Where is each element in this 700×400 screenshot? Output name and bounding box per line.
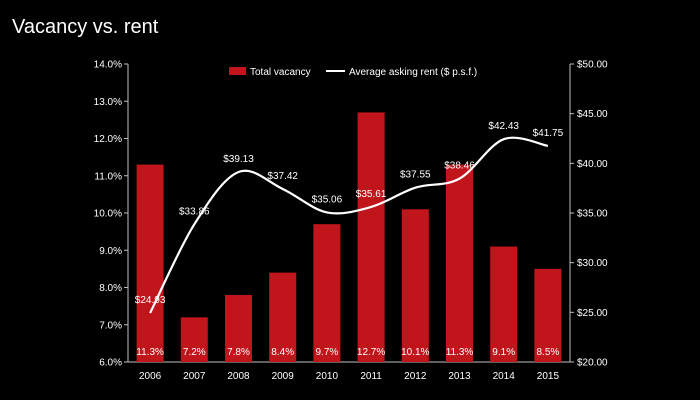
vacancy-bar <box>313 224 341 362</box>
rent-line-path <box>149 136 549 314</box>
rent-data-label: $33.86 <box>179 206 210 217</box>
left-tick-label: 14.0% <box>94 60 122 71</box>
axes: 6.0% 7.0% 8.0% 9.0% 10.0% 11.0% 12.0% 13.0% 14.0… <box>94 60 608 383</box>
legend-label-vacancy: Total vacancy <box>250 67 311 78</box>
left-tick-label: 7.0% <box>99 320 122 331</box>
right-tick-label: $25.00 <box>577 308 608 319</box>
rent-data-label: $37.42 <box>267 171 298 182</box>
vacancy-data-label: 9.7% <box>316 347 339 358</box>
left-tick-label: 12.0% <box>94 134 122 145</box>
vacancy-bar <box>401 209 429 362</box>
vacancy-bar <box>446 164 473 362</box>
vacancy-bar <box>180 317 208 362</box>
vacancy-data-label: 11.3% <box>446 347 474 358</box>
right-tick-label: $30.00 <box>577 258 608 269</box>
rent-data-label: $41.75 <box>533 128 564 139</box>
rent-data-label: $35.61 <box>356 189 387 200</box>
rent-data-label: $39.13 <box>223 154 254 165</box>
x-tick-label: 2006 <box>139 371 162 382</box>
vacancy-bars <box>136 112 562 362</box>
legend-swatch-vacancy <box>229 67 246 75</box>
x-tick-label: 2012 <box>404 371 427 382</box>
x-tick-label: 2010 <box>316 371 339 382</box>
vacancy-bar <box>225 294 252 362</box>
data-labels: 11.3% 7.2% 7.8% 8.4% 9.7% 12.7% 10.1% 11.3% 9.1%… <box>135 121 564 358</box>
right-tick-label: $45.00 <box>577 109 608 120</box>
rent-data-label: $38.46 <box>444 161 475 172</box>
rent-data-label: $35.06 <box>312 194 343 205</box>
x-tick-label: 2009 <box>272 371 295 382</box>
x-tick-label: 2015 <box>537 371 560 382</box>
vacancy-data-label: 7.2% <box>183 347 206 358</box>
vacancy-bar <box>136 164 164 362</box>
x-tick-label: 2013 <box>448 371 471 382</box>
legend: Total vacancy Average asking rent ($ p.s.… <box>229 67 477 78</box>
rent-line <box>149 136 549 314</box>
vacancy-data-label: 7.8% <box>227 347 250 358</box>
left-tick-label: 11.0% <box>94 171 122 182</box>
right-tick-label: $35.00 <box>577 209 608 220</box>
vacancy-data-label: 9.1% <box>492 347 515 358</box>
x-tick-label: 2014 <box>493 371 516 382</box>
vacancy-bar <box>269 272 297 362</box>
left-tick-label: 13.0% <box>94 97 122 108</box>
x-tick-label: 2011 <box>360 371 382 382</box>
vacancy-bar <box>534 268 562 362</box>
rent-data-label: $37.55 <box>400 170 431 181</box>
vacancy-data-label: 10.1% <box>401 347 429 358</box>
x-tick-label: 2008 <box>227 371 250 382</box>
vacancy-data-label: 12.7% <box>357 347 385 358</box>
right-tick-label: $40.00 <box>577 159 608 170</box>
rent-data-label: $42.43 <box>488 121 519 132</box>
left-tick-label: 10.0% <box>94 209 122 220</box>
vacancy-data-label: 11.3% <box>136 347 164 358</box>
left-tick-label: 9.0% <box>99 246 122 257</box>
left-tick-label: 8.0% <box>99 283 122 294</box>
legend-label-rent: Average asking rent ($ p.s.f.) <box>349 67 477 78</box>
right-tick-label: $20.00 <box>577 358 608 369</box>
vacancy-bar <box>357 112 385 362</box>
vacancy-data-label: 8.5% <box>537 347 560 358</box>
vacancy-bar <box>490 246 518 362</box>
chart-title: Vacancy vs. rent <box>12 16 159 38</box>
x-tick-label: 2007 <box>183 371 206 382</box>
vacancy-data-label: 8.4% <box>271 347 294 358</box>
right-tick-label: $50.00 <box>577 60 608 71</box>
left-tick-label: 6.0% <box>99 358 122 369</box>
rent-data-label: $24.93 <box>135 295 166 306</box>
